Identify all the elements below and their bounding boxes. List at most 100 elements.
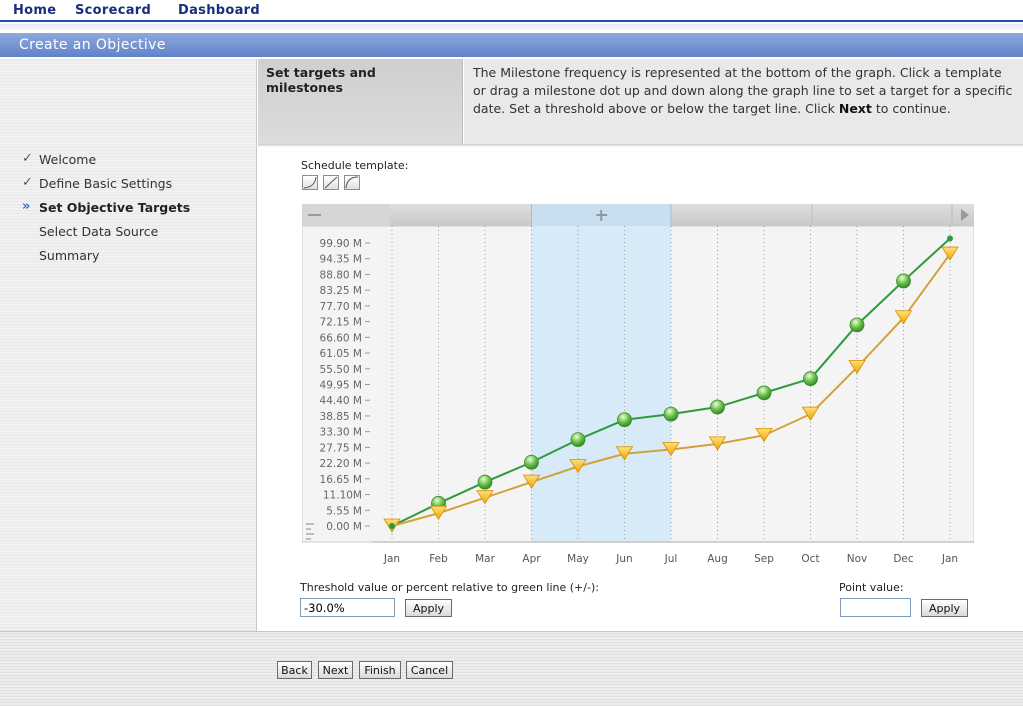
template-concave-button[interactable] <box>302 175 318 190</box>
threshold-milestone-marker[interactable] <box>429 505 448 521</box>
x-tick-label-apr: Apr <box>522 553 541 565</box>
point-value-input[interactable] <box>840 598 911 617</box>
step-define-basic-settings[interactable]: ✓ Define Basic Settings <box>22 175 190 200</box>
template-linear-button[interactable] <box>323 175 339 190</box>
target-milestone-dot[interactable] <box>524 454 539 470</box>
step-label: Summary <box>39 248 100 263</box>
target-milestone-dot[interactable] <box>570 432 586 447</box>
target-milestone-dot[interactable] <box>803 371 818 387</box>
checkmark-icon: ✓ <box>22 151 33 166</box>
target-milestone-dot[interactable] <box>896 273 911 289</box>
target-milestone-dot[interactable] <box>663 406 679 422</box>
finish-button[interactable]: Finish <box>359 661 401 679</box>
threshold-milestone-marker[interactable] <box>522 474 541 489</box>
scroll-right-icon[interactable] <box>961 209 969 221</box>
nav-divider <box>0 20 1023 22</box>
step-description: The Milestone frequency is represented a… <box>464 59 1023 144</box>
y-tick-label: 83.25 M <box>320 285 362 297</box>
threshold-milestone-marker[interactable] <box>569 459 587 474</box>
milestone-chart: 0.00 M 5.55 M 11.10M 16.65 M 22.20 M 27.75 M 3… <box>301 204 975 571</box>
step-label: Set Objective Targets <box>39 200 191 215</box>
y-tick-label: 66.60 M <box>320 332 362 344</box>
threshold-label: Threshold value or percent relative to g… <box>300 581 599 594</box>
y-tick-label: 49.95 M <box>320 380 362 392</box>
wizard-footer: Back Next Finish Cancel <box>0 631 1023 706</box>
threshold-milestone-marker[interactable] <box>941 246 959 261</box>
threshold-milestone-marker[interactable] <box>662 442 680 457</box>
threshold-milestone-marker[interactable] <box>801 406 820 421</box>
y-tick-label: 5.55 M <box>326 505 362 517</box>
step-summary: Summary <box>22 248 190 272</box>
threshold-milestone-marker[interactable] <box>476 490 494 505</box>
start-point-dot <box>389 523 395 529</box>
nav-dashboard-link[interactable]: Dashboard <box>178 3 260 18</box>
wizard-sidebar: ✓ Welcome ✓ Define Basic Settings » Set … <box>0 59 257 631</box>
y-tick-label: 72.15 M <box>320 317 362 329</box>
minus-icon[interactable] <box>308 214 321 216</box>
threshold-milestone-marker[interactable] <box>615 446 634 461</box>
y-tick-label: 88.80 M <box>320 269 362 281</box>
back-button[interactable]: Back <box>277 661 312 679</box>
description-text-end: to continue. <box>871 101 951 116</box>
x-tick-label-dec: Dec <box>893 553 914 565</box>
target-milestone-dot[interactable] <box>756 385 772 401</box>
next-button[interactable]: Next <box>318 661 353 679</box>
x-tick-label-may: May <box>567 553 589 565</box>
nav-home-link[interactable]: Home <box>13 3 57 18</box>
schedule-template-label: Schedule template: <box>301 159 409 172</box>
step-welcome[interactable]: ✓ Welcome <box>22 151 190 176</box>
y-tick-label: 77.70 M <box>320 301 362 313</box>
x-tick-label-nov: Nov <box>847 553 868 565</box>
step-label: Select Data Source <box>39 224 159 239</box>
selected-range <box>531 226 671 542</box>
x-tick-label-jan: Jan <box>383 553 400 565</box>
current-step-arrow-icon: » <box>22 199 31 214</box>
target-milestone-dot[interactable] <box>617 412 632 428</box>
nav-divider-shadow <box>0 24 1023 30</box>
step-label: Define Basic Settings <box>39 176 173 191</box>
plus-icon-vertical <box>600 210 603 221</box>
page-title: Create an Objective <box>0 33 1023 57</box>
target-milestone-dot[interactable] <box>849 317 865 333</box>
template-convex-button[interactable] <box>344 175 360 190</box>
threshold-milestone-marker[interactable] <box>894 310 913 325</box>
y-tick-label: 55.50 M <box>320 364 362 376</box>
y-tick-label: 94.35 M <box>320 254 362 266</box>
curve-flat-icon <box>345 176 359 189</box>
target-milestone-dot[interactable] <box>710 399 725 415</box>
x-tick-label-jan: Jan <box>941 553 958 565</box>
x-tick-label-jun: Jun <box>615 553 632 565</box>
top-navigation: Home Scorecard Dashboard <box>0 0 1023 21</box>
cancel-button[interactable]: Cancel <box>406 661 453 679</box>
x-tick-label-oct: Oct <box>801 553 819 565</box>
threshold-milestone-marker[interactable] <box>755 427 773 443</box>
description-next-word: Next <box>838 101 872 116</box>
threshold-apply-button[interactable]: Apply <box>405 599 452 617</box>
point-apply-button[interactable]: Apply <box>921 599 968 617</box>
x-tick-label-mar: Mar <box>475 553 495 565</box>
checkmark-icon: ✓ <box>22 175 33 190</box>
milestone-chart-svg: 0.00 M 5.55 M 11.10M 16.65 M 22.20 M 27.75 M 3… <box>301 204 975 565</box>
y-tick-label: 33.30 M <box>320 427 362 439</box>
nav-scorecard-link[interactable]: Scorecard <box>75 3 152 18</box>
target-milestone-dot[interactable] <box>477 474 493 490</box>
target-milestone-dot[interactable] <box>947 235 953 242</box>
y-tick-label: 16.65 M <box>320 474 362 486</box>
line-up-icon <box>324 176 338 189</box>
threshold-milestone-marker[interactable] <box>708 436 727 451</box>
wizard-steps: ✓ Welcome ✓ Define Basic Settings » Set … <box>22 151 191 272</box>
y-tick-label: 61.05 M <box>320 348 362 360</box>
y-tick-label: 27.75 M <box>320 442 362 454</box>
step-label: Welcome <box>39 152 97 167</box>
y-tick-label: 38.85 M <box>320 411 362 423</box>
step-set-objective-targets[interactable]: » Set Objective Targets <box>22 199 191 224</box>
threshold-input[interactable] <box>300 598 395 617</box>
x-tick-label-sep: Sep <box>754 553 774 565</box>
x-tick-label-feb: Feb <box>429 553 448 565</box>
y-tick-label: 99.90 M <box>320 238 362 250</box>
step-select-data-source: Select Data Source <box>22 224 190 248</box>
zoom-out-area <box>302 204 390 226</box>
threshold-milestone-marker[interactable] <box>848 359 866 375</box>
description-text: The Milestone frequency is represented a… <box>473 65 1013 116</box>
x-tick-label-jul: Jul <box>664 553 678 565</box>
